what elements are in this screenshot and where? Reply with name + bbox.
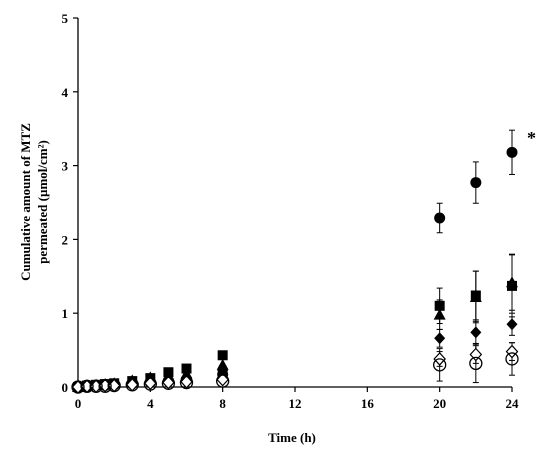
x-tick-label: 8: [219, 396, 226, 411]
x-ticks: 0 4 8 12 16 20 24: [75, 387, 519, 411]
filled-square-point: [434, 300, 445, 311]
x-tick-label: 0: [75, 396, 82, 411]
open-circle-point: [71, 380, 85, 394]
open-circle-point: [505, 352, 519, 366]
filled-triangle-point: [433, 308, 446, 320]
y-tick-label: 2: [62, 232, 69, 247]
open-circle-point: [98, 379, 112, 393]
open-diamond-point: [180, 374, 193, 389]
filled-triangle-point: [216, 358, 229, 370]
filled-triangle-point: [506, 276, 518, 288]
y-axis-title-line2: permeated (µmol/cm²): [35, 140, 50, 264]
open-circle-point: [161, 376, 176, 390]
open-circle-point: [89, 379, 103, 393]
filled-square-point: [217, 350, 228, 361]
x-tick-label: 4: [147, 396, 154, 411]
x-tick-label: 24: [506, 396, 520, 411]
filled-diamond-point: [434, 332, 446, 345]
y-tick-label: 4: [62, 85, 69, 100]
x-tick-label: 16: [361, 396, 375, 411]
filled-circle-point: [470, 177, 482, 189]
filled-triangle-point: [469, 290, 482, 302]
y-axis-title-line1: Cumulative amount of MTZ: [18, 123, 33, 281]
y-tick-label: 5: [62, 11, 69, 26]
open-circle-point: [80, 379, 94, 393]
open-diamond-point: [505, 344, 519, 359]
filled-circle-point: [434, 212, 446, 224]
y-axis-title: Cumulative amount of MTZ permeated (µmol…: [18, 123, 50, 281]
filled-diamond-point: [506, 318, 518, 331]
filled-diamond-point: [470, 326, 482, 339]
x-tick-label: 20: [433, 396, 446, 411]
open-diamond-point: [162, 375, 175, 390]
x-axis-title: Time (h): [268, 430, 316, 445]
filled-circle-point: [506, 146, 518, 158]
data-points: [71, 146, 519, 394]
open-diamond-point: [144, 376, 157, 391]
open-circle-point: [107, 378, 121, 393]
open-circle-point: [433, 358, 447, 372]
y-tick-label: 3: [62, 159, 69, 174]
significance-asterisk: *: [527, 128, 536, 148]
open-circle-point: [216, 374, 230, 388]
x-tick-label: 12: [289, 396, 302, 411]
open-circle-point: [125, 378, 139, 392]
open-circle-point: [179, 375, 194, 390]
axes: [77, 18, 512, 388]
y-tick-label: 0: [62, 380, 69, 395]
open-circle-point: [469, 356, 483, 371]
open-diamond-point: [216, 372, 229, 387]
error-bars: [436, 129, 515, 384]
open-circle-point: [143, 377, 157, 391]
y-ticks: 0 1 2 3 4 5: [62, 11, 78, 395]
y-tick-label: 1: [62, 306, 69, 321]
filled-diamond-point: [217, 364, 229, 377]
